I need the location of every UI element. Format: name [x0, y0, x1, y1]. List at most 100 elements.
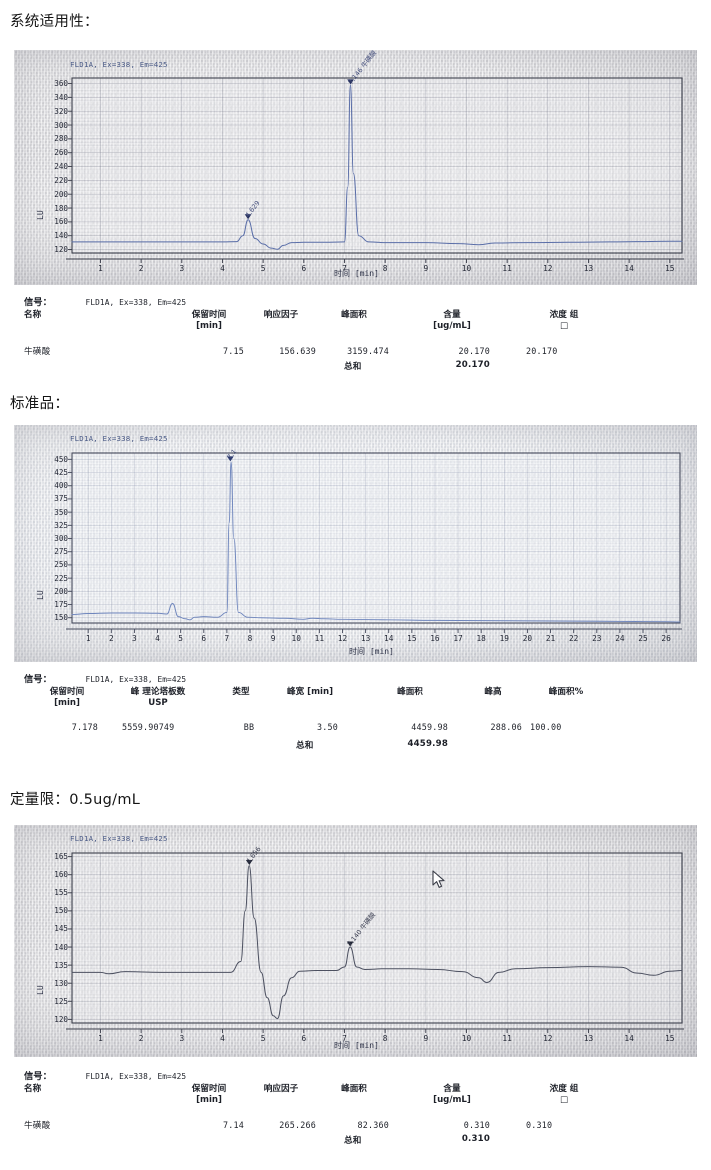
x-tick-label: 1	[98, 264, 103, 273]
row-1-peak-area: 3159.474	[347, 346, 389, 356]
col-header-response-factor-3: 响应因子	[263, 1084, 299, 1094]
x-tick-label: 6	[301, 1034, 307, 1043]
signal-label-1: 信号：	[24, 297, 52, 308]
row-2-area-pct: 100.00	[530, 722, 562, 732]
row-2-peak-area: 4459.98	[411, 722, 448, 732]
signal-value-1: FLD1A, Ex=338, Em=425	[85, 298, 187, 307]
y-tick-label: 360	[54, 79, 68, 89]
chart-xlabel-2: 时间 [min]	[349, 647, 394, 656]
y-tick-label: 275	[54, 547, 68, 557]
y-tick-label: 220	[54, 175, 68, 185]
col-header-content-3: 含量 [ug/mL]	[433, 1084, 471, 1105]
y-tick-label: 375	[54, 494, 68, 504]
chart-plot-1	[66, 77, 684, 263]
signal-value-3: FLD1A, Ex=338, Em=425	[85, 1072, 187, 1081]
col-header-concentration-1: 浓度 组 □	[549, 310, 579, 331]
total-label-1: 总和	[344, 362, 362, 372]
y-tick-label: 300	[54, 534, 68, 544]
y-tick-label: 135	[54, 960, 68, 970]
row-3-response-factor: 265.266	[279, 1120, 316, 1130]
x-tick-label: 15	[407, 634, 417, 643]
y-tick-label: 240	[54, 162, 68, 172]
total-label-3: 总和	[344, 1136, 362, 1146]
x-tick-label: 11	[502, 1034, 512, 1043]
chart-xlabel-1: 时间 [min]	[334, 269, 379, 278]
y-tick-label: 320	[54, 106, 68, 116]
x-tick-label: 13	[583, 264, 594, 273]
col-header-plates-2: 峰 理论塔板数 USP	[130, 687, 186, 708]
x-tick-label: 24	[615, 634, 625, 643]
x-tick-label: 8	[382, 1034, 388, 1043]
col-header-peak-area-2: 峰面积	[397, 687, 423, 697]
x-tick-label: 13	[583, 1034, 594, 1043]
x-tick-label: 26	[661, 634, 671, 643]
x-tick-label: 14	[624, 1034, 634, 1043]
total-value-3: 0.310	[461, 1134, 490, 1144]
x-tick-label: 23	[592, 634, 602, 643]
x-tick-label: 3	[132, 634, 137, 643]
row-2-rt: 7.178	[71, 722, 98, 732]
col-header-width-2: 峰宽 [min]	[286, 687, 334, 697]
x-tick-label: 6	[301, 264, 307, 273]
y-tick-label: 260	[54, 148, 68, 158]
x-tick-label: 7	[224, 634, 230, 643]
row-3-rt: 7.14	[223, 1120, 244, 1130]
row-3-concentration: 0.310	[526, 1120, 553, 1130]
x-tick-label: 7	[342, 264, 347, 273]
x-tick-label: 2	[138, 1034, 144, 1043]
col-header-rt-1: 保留时间 [min]	[191, 310, 227, 331]
x-tick-label: 5	[260, 1034, 266, 1043]
chromatogram-photo-1: FLD1A, Ex=338, Em=425 LU 时间 [min] 360 340…	[14, 50, 697, 285]
y-tick-label: 300	[54, 120, 68, 130]
y-tick-label: 150	[54, 613, 68, 623]
y-tick-label: 155	[54, 888, 68, 898]
col-header-peak-area-1: 峰面积	[341, 310, 367, 320]
x-tick-label: 11	[502, 264, 512, 273]
x-tick-label: 16	[430, 634, 440, 643]
signal-label-2: 信号：	[24, 674, 52, 685]
x-tick-label: 15	[665, 264, 675, 273]
y-tick-label: 175	[54, 600, 68, 610]
y-tick-label: 400	[54, 481, 68, 491]
signal-label-3: 信号：	[24, 1071, 52, 1082]
x-tick-label: 9	[423, 1034, 429, 1043]
x-tick-label: 11	[314, 634, 325, 643]
row-1-name: 牛磺酸	[24, 347, 51, 357]
chromatogram-photo-3: FLD1A, Ex=338, Em=425 LU 时间 [min] 165 160…	[14, 825, 697, 1057]
y-tick-label: 180	[54, 203, 68, 213]
col-header-content-1: 含量 [ug/mL]	[433, 310, 471, 331]
x-tick-label: 4	[220, 1034, 225, 1043]
col-header-rt-3: 保留时间 [min]	[191, 1084, 227, 1105]
x-tick-label: 20	[522, 634, 533, 643]
report-table-1: 信号： FLD1A, Ex=338, Em=425 名称 保留时间 [min] 响…	[14, 288, 697, 380]
col-header-area-pct-2: 峰面积%	[548, 687, 584, 697]
col-header-peak-height-2: 峰高	[484, 687, 502, 697]
x-tick-label: 9	[423, 264, 429, 273]
y-tick-label: 140	[54, 942, 68, 952]
total-label-2: 总和	[296, 741, 314, 751]
x-tick-label: 3	[179, 1034, 185, 1043]
x-tick-label: 21	[545, 634, 556, 643]
row-3-name: 牛磺酸	[24, 1121, 51, 1131]
y-tick-label: 250	[54, 560, 68, 570]
x-tick-label: 1	[85, 634, 91, 643]
section-heading-standard: 标准品：	[10, 396, 70, 412]
y-tick-label: 225	[54, 573, 68, 583]
x-tick-label: 10	[291, 634, 301, 643]
y-tick-label: 145	[54, 924, 68, 934]
y-tick-label: 125	[54, 996, 68, 1006]
x-tick-label: 3	[179, 264, 185, 273]
x-tick-label: 13	[360, 634, 371, 643]
y-tick-label: 160	[54, 217, 68, 227]
y-tick-label: 165	[54, 852, 68, 862]
row-2-plates: 5559.90749	[122, 722, 175, 732]
col-header-name-1: 名称	[24, 310, 42, 320]
report-table-2: 信号： FLD1A, Ex=338, Em=425 保留时间 [min] 峰 理论…	[14, 663, 697, 763]
x-tick-label: 14	[624, 264, 634, 273]
y-tick-label: 120	[54, 245, 68, 255]
col-header-rt-2: 保留时间 [min]	[49, 687, 85, 708]
x-tick-label: 8	[382, 264, 388, 273]
chart-signal-caption-2: FLD1A, Ex=338, Em=425	[70, 434, 168, 443]
row-1-response-factor: 156.639	[279, 346, 316, 356]
